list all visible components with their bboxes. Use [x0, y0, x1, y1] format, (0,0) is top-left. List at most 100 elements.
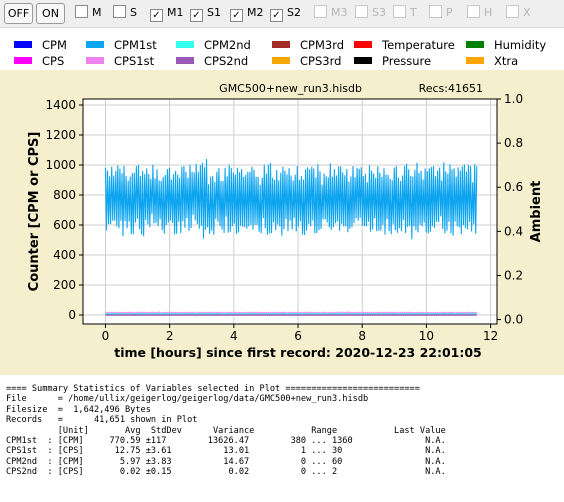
checkbox-box [75, 5, 88, 18]
checkbox-box [113, 5, 126, 18]
checkbox-label: S [130, 6, 137, 19]
legend-item-cps1st: CPS1st [86, 54, 154, 68]
legend-item-cpm: CPM [14, 38, 67, 52]
checkbox-label: S3 [372, 6, 386, 19]
legend-swatch [176, 57, 194, 64]
legend-label: CPS [42, 54, 65, 68]
summary-statistics: ==== Summary Statistics of Variables sel… [6, 384, 446, 478]
checkbox-m[interactable]: M [75, 5, 102, 21]
legend-label: CPS3rd [300, 54, 342, 68]
checkbox-box: ✓ [270, 9, 283, 22]
stats-line-8: CPS2nd : [CPS] 0.02 ±0.15 0.02 0 ... 2 N… [6, 467, 446, 478]
y-tick-label: 200 [53, 278, 76, 292]
on-button[interactable]: ON [36, 3, 65, 24]
file-name-label: GMC500+new_run3.hisdb [219, 82, 362, 95]
checkbox-label: T [410, 6, 417, 19]
legend-label: CPM2nd [204, 38, 251, 52]
legend-item-cpm2nd: CPM2nd [176, 38, 251, 52]
checkbox-box [314, 5, 327, 18]
y-tick-label: 1400 [45, 98, 76, 112]
legend-label: CPM [42, 38, 67, 52]
legend-swatch [86, 57, 104, 64]
legend-label: CPS1st [114, 54, 155, 68]
checkbox-s3: S3 [355, 5, 386, 21]
y2-tick-label: 0.4 [504, 224, 523, 238]
legend-swatch [466, 57, 484, 64]
checkbox-label: S2 [287, 6, 301, 19]
x-tick-label: 6 [294, 329, 302, 343]
y-tick-label: 600 [53, 218, 76, 232]
y2-tick-label: 0.6 [504, 180, 523, 194]
legend-item-temperature: Temperature [354, 38, 455, 52]
checkbox-box [355, 5, 368, 18]
checkbox-p: P [429, 5, 453, 21]
legend-swatch [466, 41, 484, 48]
legend-swatch [354, 41, 372, 48]
checkbox-box [429, 5, 442, 18]
toolbar: OFF ON M S ✓ M1 ✓ S1 ✓ M2 ✓ S2 M3 S3 T P H X [0, 0, 564, 28]
y2-axis-label: Ambient [529, 181, 544, 243]
legend-label: Pressure [382, 54, 432, 68]
checkbox-box [506, 5, 519, 18]
checkbox-label: M [92, 6, 102, 19]
legend-item-cpm1st: CPM1st [86, 38, 157, 52]
checkbox-m2[interactable]: ✓ M2 [230, 5, 264, 22]
legend-label: Humidity [494, 38, 547, 52]
y-tick-label: 1200 [45, 128, 76, 142]
stats-line-3: Records = 41,651 shown in Plot [6, 415, 198, 426]
series-line-cpm1st [104, 158, 478, 240]
checkbox-label: M3 [331, 6, 348, 19]
legend-item-humidity: Humidity [466, 38, 546, 52]
checkbox-label: X [523, 6, 531, 19]
y-axis-label: Counter [CPM or CPS] [27, 132, 42, 292]
y-tick-label: 400 [53, 248, 76, 262]
plot-border [82, 98, 498, 325]
legend-item-cps: CPS [14, 54, 64, 68]
y2-tick-label: 1.0 [504, 92, 523, 106]
legend-label: Xtra [494, 54, 519, 68]
x-axis-label: time [hours] since first record: 2020-12… [114, 345, 482, 360]
checkbox-label: M1 [167, 6, 184, 19]
x-tick-label: 8 [358, 329, 366, 343]
x-tick-label: 2 [166, 329, 174, 343]
legend-item-xtra: Xtra [466, 54, 518, 68]
checkbox-label: H [484, 6, 493, 19]
off-button[interactable]: OFF [4, 3, 33, 24]
checkbox-m1[interactable]: ✓ M1 [150, 5, 184, 22]
legend-swatch [354, 57, 372, 64]
stats-line-0: ==== Summary Statistics of Variables sel… [6, 384, 420, 394]
checkbox-box [467, 5, 480, 18]
y-tick-label: 0 [68, 308, 76, 322]
stats-line-1: File = /home/ullix/geigerlog/geigerlog/d… [6, 394, 369, 405]
checkbox-s2[interactable]: ✓ S2 [270, 5, 301, 22]
stats-line-7: CPM2nd : [CPM] 5.97 ±3.83 14.67 0 ... 60… [6, 456, 446, 467]
legend-item-pressure: Pressure [354, 54, 431, 68]
recs-label: Recs:41651 [419, 82, 483, 95]
checkbox-box: ✓ [190, 9, 203, 22]
checkbox-s1[interactable]: ✓ S1 [190, 5, 221, 22]
stats-line-4: [Unit] Avg StdDev Variance Range Last Va… [6, 425, 446, 436]
chart-svg: 0 2 4 6 8 10 12 0 200 400 600 800 1000 1200 1400 0.0 0.2… [27, 82, 544, 360]
plot-area: 0 2 4 6 8 10 12 0 200 400 600 800 1000 1200 1400 0.0 0.2… [0, 70, 564, 375]
checkbox-h: H [467, 5, 492, 21]
checkbox-s[interactable]: S [113, 5, 137, 21]
stats-line-6: CPS1st : [CPS] 12.75 ±3.61 13.01 1 ... 3… [6, 446, 446, 457]
checkbox-box [393, 5, 406, 18]
legend-item-cpm3rd: CPM3rd [272, 38, 344, 52]
legend-swatch [176, 41, 194, 48]
checkbox-box: ✓ [230, 9, 243, 22]
y2-tick-label: 0.2 [504, 268, 523, 282]
series-line-cpm2nd [105, 312, 478, 316]
legend-swatch [86, 41, 104, 48]
legend-label: CPS2nd [204, 54, 249, 68]
legend-label: Temperature [382, 38, 455, 52]
y-tick-label: 800 [53, 188, 76, 202]
checkbox-label: M2 [247, 6, 264, 19]
y2-tick-label: 0.0 [504, 313, 523, 327]
stats-line-5: CPM1st : [CPM] 770.59 ±117 13626.47 380 … [6, 436, 446, 447]
legend-swatch [272, 57, 290, 64]
checkbox-box: ✓ [150, 9, 163, 22]
legend-item-cps2nd: CPS2nd [176, 54, 248, 68]
checkbox-m3: M3 [314, 5, 348, 21]
x-tick-label: 0 [102, 329, 110, 343]
